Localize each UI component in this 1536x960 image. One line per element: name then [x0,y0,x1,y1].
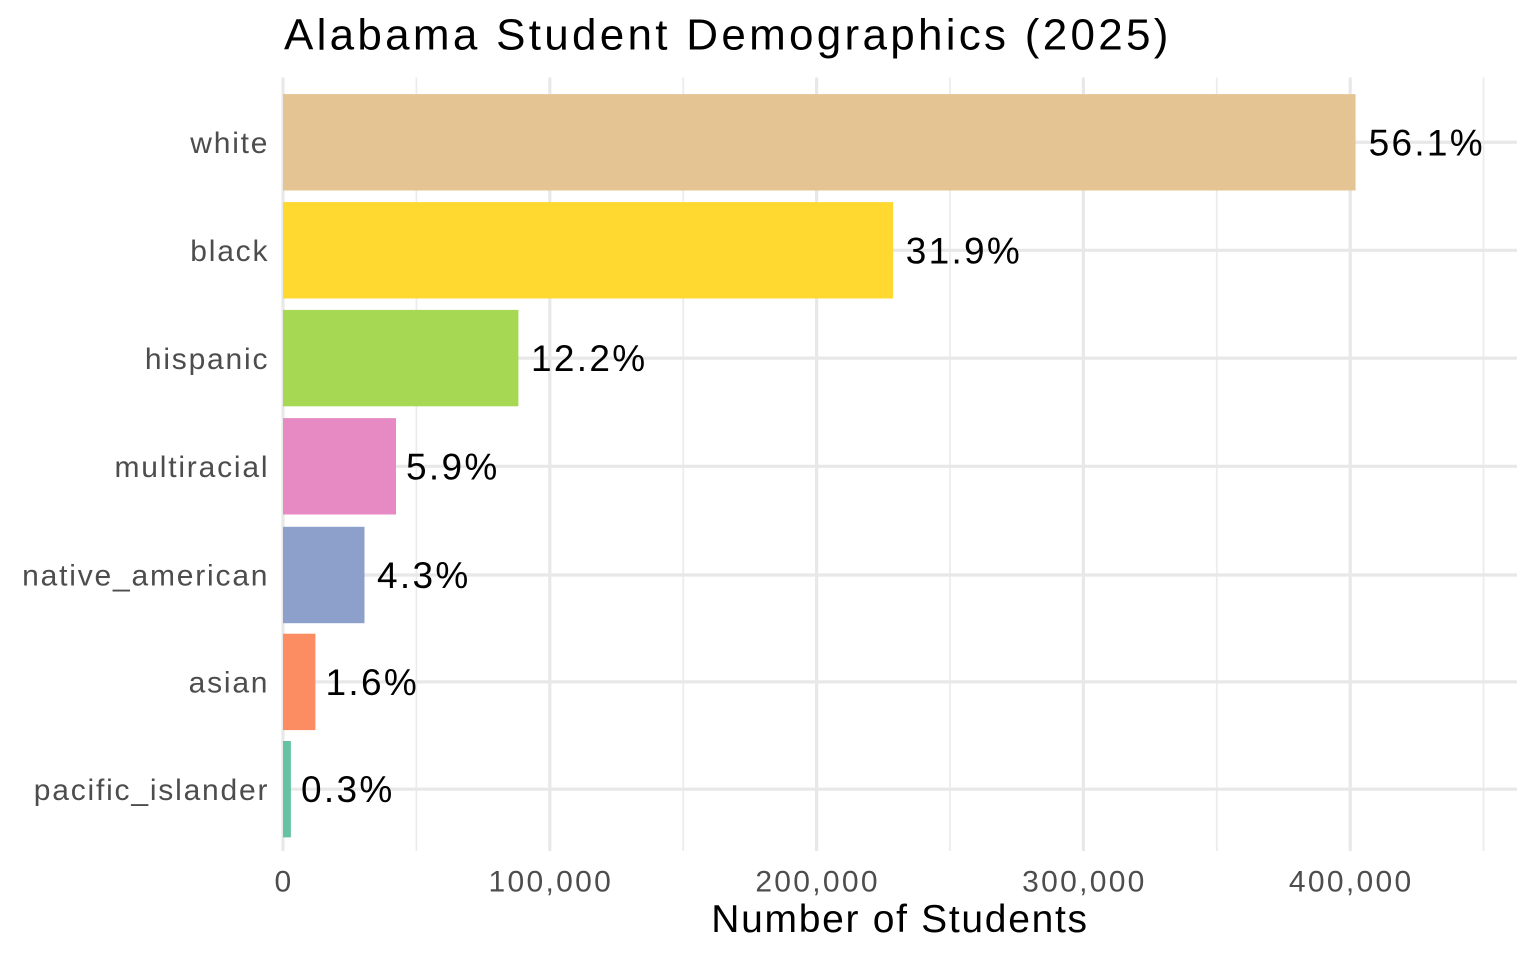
svg-text:black: black [190,235,269,268]
svg-text:200,000: 200,000 [755,865,880,898]
svg-text:pacific_islander: pacific_islander [34,774,270,807]
svg-text:0: 0 [275,865,294,898]
svg-text:native_american: native_american [22,560,269,593]
svg-text:0.3%: 0.3% [301,769,395,810]
svg-text:56.1%: 56.1% [1369,122,1485,163]
svg-text:white: white [189,127,269,160]
svg-text:300,000: 300,000 [1022,865,1147,898]
svg-text:hispanic: hispanic [145,343,269,376]
svg-text:12.2%: 12.2% [531,338,647,379]
svg-text:multiracial: multiracial [114,451,269,484]
svg-text:Alabama Student Demographics (: Alabama Student Demographics (2025) [284,11,1172,60]
svg-text:4.3%: 4.3% [377,555,471,596]
svg-text:100,000: 100,000 [489,865,614,898]
svg-text:5.9%: 5.9% [406,446,500,487]
svg-text:Number of Students: Number of Students [711,898,1088,941]
svg-text:1.6%: 1.6% [326,662,420,703]
svg-text:31.9%: 31.9% [906,230,1022,271]
svg-text:asian: asian [189,667,270,700]
svg-text:400,000: 400,000 [1289,865,1414,898]
